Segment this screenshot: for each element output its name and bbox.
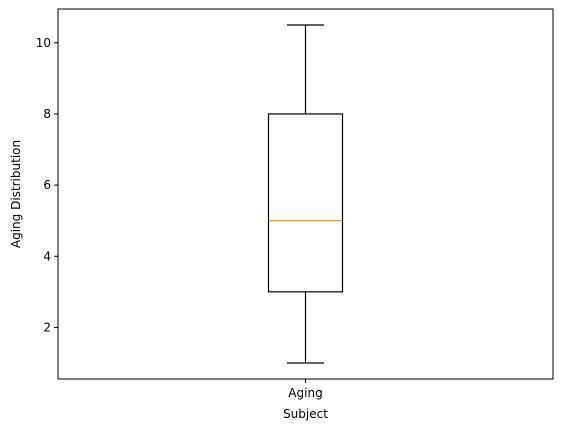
x-tick-label: Aging — [288, 386, 322, 400]
y-axis-label: Aging Distribution — [9, 140, 23, 248]
y-tick-label: 6 — [43, 178, 51, 192]
box — [267, 113, 344, 293]
x-axis-label: Subject — [283, 407, 328, 421]
y-tick-label: 10 — [36, 36, 51, 50]
plot-area: 2 4 6 8 10 Aging — [36, 8, 554, 400]
y-tick-label: 4 — [43, 249, 51, 263]
y-tick-label: 2 — [43, 320, 51, 334]
y-tick-label: 8 — [43, 107, 51, 121]
